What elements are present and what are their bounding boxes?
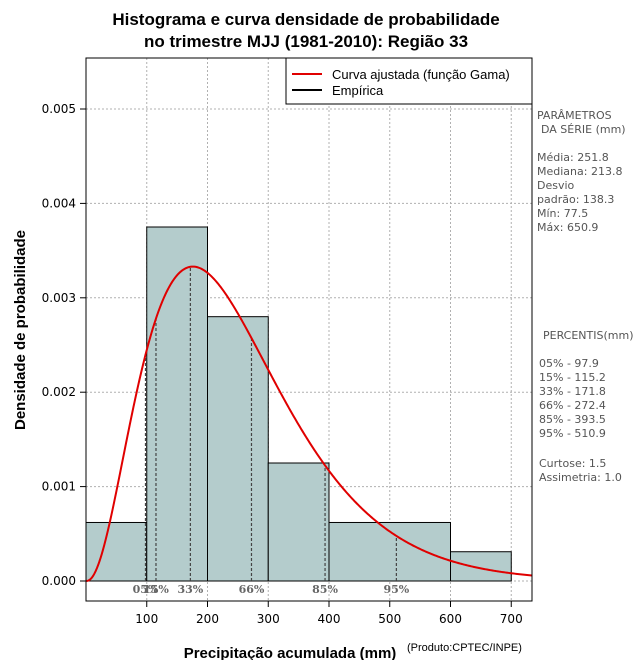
y-tick-label: 0.003 [42,291,76,305]
histogram-bar [450,551,512,582]
histogram-bars [85,226,512,582]
percentile-lines [144,266,397,581]
x-tick-label: 400 [318,612,341,626]
percentil-66: 66% - 272.4 [539,399,606,412]
stat-assimetria: Assimetria: 1.0 [539,471,622,484]
legend-label-fitted: Curva ajustada (função Gama) [332,67,510,82]
percentile-labels: 05%15% 33% 66% 85% 95% [133,583,410,596]
percentil-15: 15% - 115.2 [539,371,606,384]
y-axis-label: Densidade de probabilidade [12,230,29,430]
x-tick-label: 300 [257,612,280,626]
percentil-05: 05% - 97.9 [539,357,599,370]
y-tick-label: 0.000 [42,574,76,588]
stat-desvio: Desvio [537,179,575,192]
x-tick-label: 600 [439,612,462,626]
side-panel: PARÂMETROS DA SÉRIE (mm) Média: 251.8 Me… [537,109,634,484]
params-heading-2: DA SÉRIE (mm) [541,123,626,136]
stat-media: Média: 251.8 [537,151,609,164]
stat-curtose: Curtose: 1.5 [539,457,606,470]
percentil-95: 95% - 510.9 [539,427,606,440]
x-tick-label: 700 [500,612,523,626]
histogram-bar [267,462,330,582]
y-tick-label: 0.001 [42,480,76,494]
x-tick-label: 100 [135,612,158,626]
x-tick-label: 500 [378,612,401,626]
stat-max: Máx: 650.9 [537,221,598,234]
percentile-label: 66% [239,583,265,596]
chart-title-line-2: no trimestre MJJ (1981-2010): Região 33 [144,32,468,51]
axes: 100 200 300 400 500 600 700 0.000 0.001 0.002 0.00… [42,102,523,626]
y-tick-label: 0.004 [42,196,76,210]
percentil-33: 33% - 171.8 [539,385,606,398]
params-heading-1: PARÂMETROS [537,109,612,122]
legend-label-empirical: Empírica [332,83,384,98]
percentile-label: 33% [177,583,203,596]
y-tick-label: 0.002 [42,385,76,399]
stat-min: Mín: 77.5 [537,207,588,220]
stat-padrao: padrão: 138.3 [537,193,614,206]
percentis-heading: PERCENTIS(mm) [543,329,634,342]
fitted-curve-layer [85,265,532,582]
percentile-label: 15% [143,583,169,596]
percentile-label: 85% [312,583,338,596]
percentile-label: 95% [383,583,409,596]
legend: Curva ajustada (função Gama) Empírica [285,57,533,105]
y-tick-label: 0.005 [42,102,76,116]
x-tick-label: 200 [196,612,219,626]
chart-title-line-1: Histograma e curva densidade de probabil… [112,10,499,29]
credit-text: (Produto:CPTEC/INPE) [407,642,522,654]
fitted-gamma-curve [85,265,532,582]
legend-box [285,57,533,105]
histogram-bar [207,316,269,582]
x-axis-label: Precipitação acumulada (mm) [184,645,397,660]
percentile-label: 05% [133,583,159,596]
percentil-85: 85% - 393.5 [539,413,606,426]
stat-mediana: Mediana: 213.8 [537,165,622,178]
